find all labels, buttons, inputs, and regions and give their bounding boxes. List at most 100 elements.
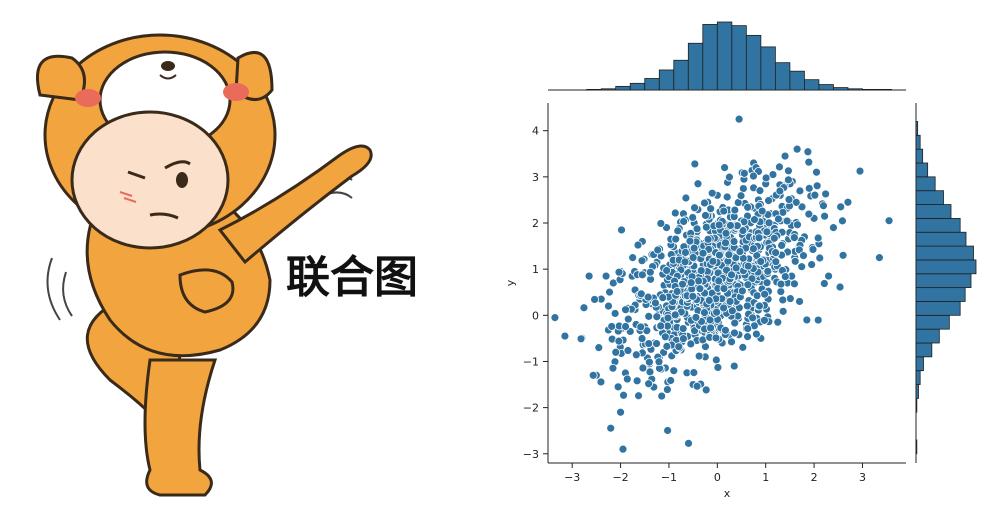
marginal-y-bar xyxy=(915,384,919,399)
scatter-point xyxy=(790,279,799,289)
scatter-point xyxy=(671,234,681,244)
marginal-x-bar xyxy=(847,88,863,91)
scatter-point xyxy=(674,342,684,352)
marginal-y-bar xyxy=(915,121,919,136)
scatter-point xyxy=(738,286,747,296)
scatter-point xyxy=(704,296,714,305)
scatter-point xyxy=(802,315,812,325)
scatter-point xyxy=(734,114,744,124)
marginal-x-bar xyxy=(586,88,602,91)
scatter-point xyxy=(719,303,729,313)
scatter-point xyxy=(724,172,734,182)
scatter-point xyxy=(729,361,739,371)
y-tick-label: −3 xyxy=(523,448,539,461)
scatter-point xyxy=(550,313,560,323)
scatter-point xyxy=(588,370,598,380)
scatter-point xyxy=(742,301,752,311)
scatter-point xyxy=(829,223,838,233)
scatter-point xyxy=(813,315,823,325)
scatter-point xyxy=(700,198,709,208)
scatter-point xyxy=(820,211,829,221)
scatter-point xyxy=(721,228,731,238)
scatter-point xyxy=(762,278,772,288)
scatter-axes: −3 −2 −1 0 1 2 3 −3 −2 −1 0 1 2 3 4 xyxy=(523,103,906,484)
scatter-point xyxy=(703,234,713,244)
scatter-point xyxy=(838,250,848,260)
scatter-point xyxy=(576,334,586,344)
scatter-point xyxy=(678,279,687,289)
scatter-point xyxy=(605,287,614,297)
scatter-point xyxy=(695,284,705,294)
scatter-point xyxy=(768,170,778,179)
scatter-point xyxy=(654,357,664,367)
scatter-point xyxy=(638,363,648,373)
scatter-point xyxy=(780,151,790,161)
scatter-point xyxy=(645,267,655,277)
scatter-point xyxy=(721,238,730,248)
marginal-x-bar xyxy=(629,82,646,91)
y-tick-label: 0 xyxy=(532,309,539,322)
scatter-point xyxy=(698,248,708,258)
scatter-point xyxy=(679,217,689,226)
cartoon-bear-costume-kid-icon xyxy=(35,33,373,497)
scatter-point xyxy=(755,186,765,196)
marginal-y-bar xyxy=(915,328,940,344)
x-tick-label: −3 xyxy=(564,471,580,484)
scatter-point xyxy=(730,328,739,338)
scatter-point xyxy=(688,253,698,262)
scatter-point xyxy=(756,257,766,266)
scatter-point xyxy=(681,193,691,203)
marginal-x-bar xyxy=(687,42,704,91)
scatter-point xyxy=(651,298,660,308)
scatter-point xyxy=(778,306,788,316)
scatter-point xyxy=(658,293,668,303)
marginal-x-bar xyxy=(673,59,689,91)
marginal-x-bar xyxy=(760,46,776,91)
scatter-point xyxy=(776,279,786,289)
x-tick-label: 2 xyxy=(811,471,818,484)
scatter-point xyxy=(808,245,818,254)
scatter-point xyxy=(631,350,641,360)
marginal-x-bar xyxy=(702,24,718,91)
scatter-point xyxy=(622,374,632,384)
scatter-point xyxy=(690,203,699,213)
scatter-point xyxy=(621,322,630,331)
scatter-point xyxy=(684,438,693,448)
scatter-point xyxy=(714,220,724,230)
scatter-point xyxy=(804,183,814,193)
y-tick-label: 1 xyxy=(532,263,539,276)
scatter-point xyxy=(706,323,715,333)
scatter-point xyxy=(619,390,628,400)
marginal-x-bar xyxy=(716,21,733,91)
scatter-point xyxy=(780,272,790,281)
scatter-point xyxy=(584,271,594,281)
scatter-point xyxy=(793,220,802,230)
marginal-y-bar xyxy=(915,148,924,164)
scatter-point xyxy=(689,243,699,253)
scatter-point xyxy=(694,276,703,286)
marginal-x-bar xyxy=(745,34,762,91)
scatter-point xyxy=(662,266,672,275)
scatter-point xyxy=(789,233,799,242)
marginal-x-bar xyxy=(600,88,617,91)
scatter-point xyxy=(754,233,764,243)
scatter-point xyxy=(636,322,646,332)
scatter-point xyxy=(804,157,814,167)
scatter-point xyxy=(637,256,647,266)
scatter-point xyxy=(727,337,736,347)
scatter-point xyxy=(750,215,759,225)
x-tick-label: 0 xyxy=(714,471,721,484)
scatter-point xyxy=(749,244,758,254)
scatter-point xyxy=(764,218,774,228)
scatter-point xyxy=(776,287,786,296)
scatter-point xyxy=(762,227,772,237)
scatter-point xyxy=(652,312,662,322)
marginal-y-bar xyxy=(915,439,918,455)
scatter-point xyxy=(797,202,807,212)
scatter-point xyxy=(637,334,647,343)
scatter-point xyxy=(714,276,724,286)
marginal-x-bar xyxy=(818,84,834,91)
scatter-point xyxy=(824,271,833,281)
scatter-point xyxy=(748,313,758,323)
